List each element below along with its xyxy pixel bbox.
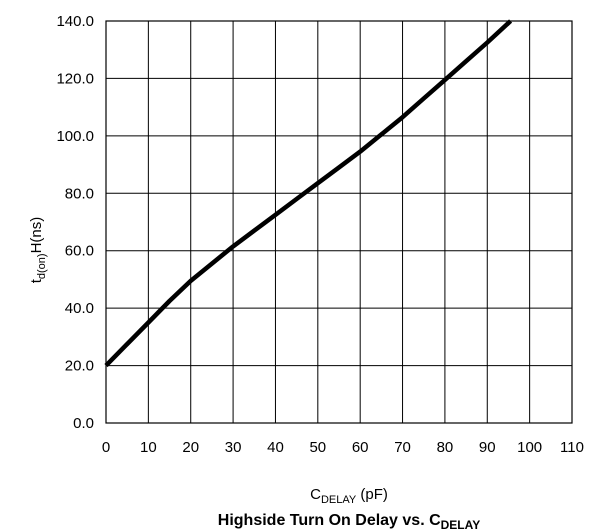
x-tick-label: 40 — [267, 439, 284, 456]
x-tick-label: 110 — [560, 439, 584, 456]
y-tick-label: 0.0 — [73, 415, 94, 432]
x-tick-label: 60 — [352, 439, 369, 456]
x-axis-label: CDELAY (pF) — [310, 486, 388, 506]
y-tick-label: 20.0 — [65, 358, 94, 375]
x-tick-label: 70 — [394, 439, 411, 456]
x-tick-label: 80 — [437, 439, 454, 456]
y-tick-label: 140.0 — [56, 13, 94, 30]
y-tick-label: 120.0 — [56, 70, 94, 87]
x-tick-label: 100 — [517, 439, 542, 456]
grid-lines — [105, 20, 573, 424]
y-axis-label: td(on)H(ns) — [28, 217, 48, 284]
series-line — [104, 19, 513, 368]
tick-labels: 0 10 20 30 40 50 60 70 80 90 100 110 0.0 20.0 40.0 60.0… — [56, 13, 584, 456]
plot-frame — [105, 20, 573, 424]
y-tick-label: 100.0 — [56, 128, 94, 145]
x-tick-label: 90 — [479, 439, 496, 456]
y-tick-label: 80.0 — [65, 185, 94, 202]
x-tick-label: 10 — [140, 439, 157, 456]
series-layer — [104, 19, 513, 368]
x-tick-label: 50 — [309, 439, 326, 456]
x-tick-label: 30 — [225, 439, 242, 456]
x-tick-label: 20 — [182, 439, 199, 456]
y-tick-label: 40.0 — [65, 300, 94, 317]
y-tick-label: 60.0 — [65, 243, 94, 260]
x-tick-label: 0 — [102, 439, 110, 456]
chart-title: Highside Turn On Delay vs. CDELAY — [218, 512, 480, 531]
